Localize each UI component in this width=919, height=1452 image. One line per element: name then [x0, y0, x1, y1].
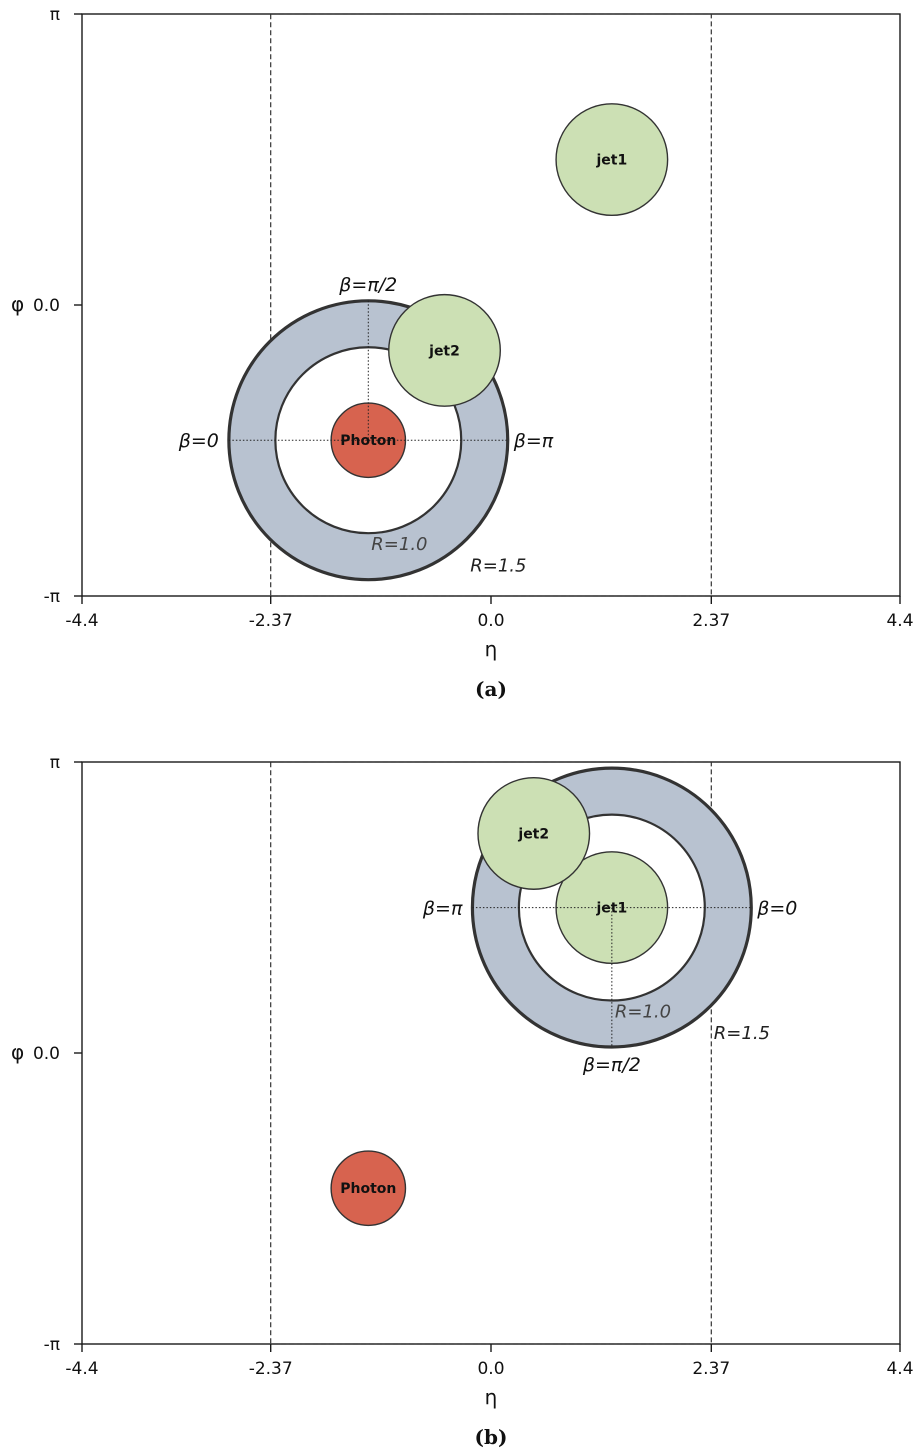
- beta-label-right: β=π: [513, 430, 554, 452]
- x-tick-label: 2.37: [692, 611, 730, 631]
- y-tick-label: 0.0: [33, 1044, 60, 1064]
- beta-label-top: β=π/2: [338, 274, 397, 296]
- ring-inner-label: R=1.0: [371, 534, 427, 555]
- y-tick-label: π: [50, 753, 60, 773]
- x-tick-label: 0.0: [477, 611, 504, 631]
- beta-label-bottom: β=π/2: [582, 1054, 641, 1076]
- ring-inner-label: R=1.0: [615, 1002, 671, 1023]
- jet2-label: jet2: [428, 343, 460, 359]
- x-tick-label: 4.4: [886, 1359, 913, 1379]
- photon-marker: [330, 1150, 407, 1227]
- y-tick-label: 0.0: [33, 296, 60, 316]
- jet1-label: jet1: [595, 153, 627, 169]
- x-tick-label: -4.4: [65, 1359, 98, 1379]
- y-axis-title: φ: [11, 292, 24, 316]
- jet2-marker: [477, 776, 591, 890]
- jet2-marker: [388, 293, 501, 407]
- x-tick-label: 0.0: [477, 1359, 504, 1379]
- jet2-label: jet2: [517, 826, 549, 842]
- x-tick-label: 4.4: [886, 611, 913, 631]
- y-tick-label: -π: [44, 1335, 60, 1355]
- photon-label: Photon: [340, 433, 396, 449]
- jet1-label: jet1: [595, 901, 627, 917]
- photon-label: Photon: [340, 1181, 396, 1197]
- beta-label-left: β=π: [422, 898, 463, 920]
- y-axis-title: φ: [11, 1040, 24, 1064]
- beta-label-right: β=0: [756, 898, 797, 920]
- x-tick-label: -4.4: [65, 611, 98, 631]
- beta-label-left: β=0: [178, 430, 219, 452]
- jet1-marker: [555, 103, 669, 217]
- panel-b: -4.4 -2.37 0.0 2.37 4.4 π 0.0 -π η φ (b) jet1 jet2 Ph…: [11, 753, 914, 1449]
- x-tick-label: -2.37: [249, 1359, 293, 1379]
- x-axis-title: η: [485, 637, 498, 661]
- panel-a: -4.4 -2.37 0.0 2.37 4.4 π 0.0 -π η φ (a) jet1 jet2 Ph…: [11, 5, 914, 701]
- x-axis-title: η: [485, 1385, 498, 1409]
- panel-caption: (b): [475, 1425, 508, 1449]
- y-tick-label: π: [50, 5, 60, 25]
- ring-outer-label: R=1.5: [470, 556, 526, 577]
- ring-outer-label: R=1.5: [714, 1023, 770, 1044]
- x-tick-label: -2.37: [249, 611, 293, 631]
- panel-caption: (a): [475, 677, 507, 701]
- x-tick-label: 2.37: [692, 1359, 730, 1379]
- y-tick-label: -π: [44, 587, 60, 607]
